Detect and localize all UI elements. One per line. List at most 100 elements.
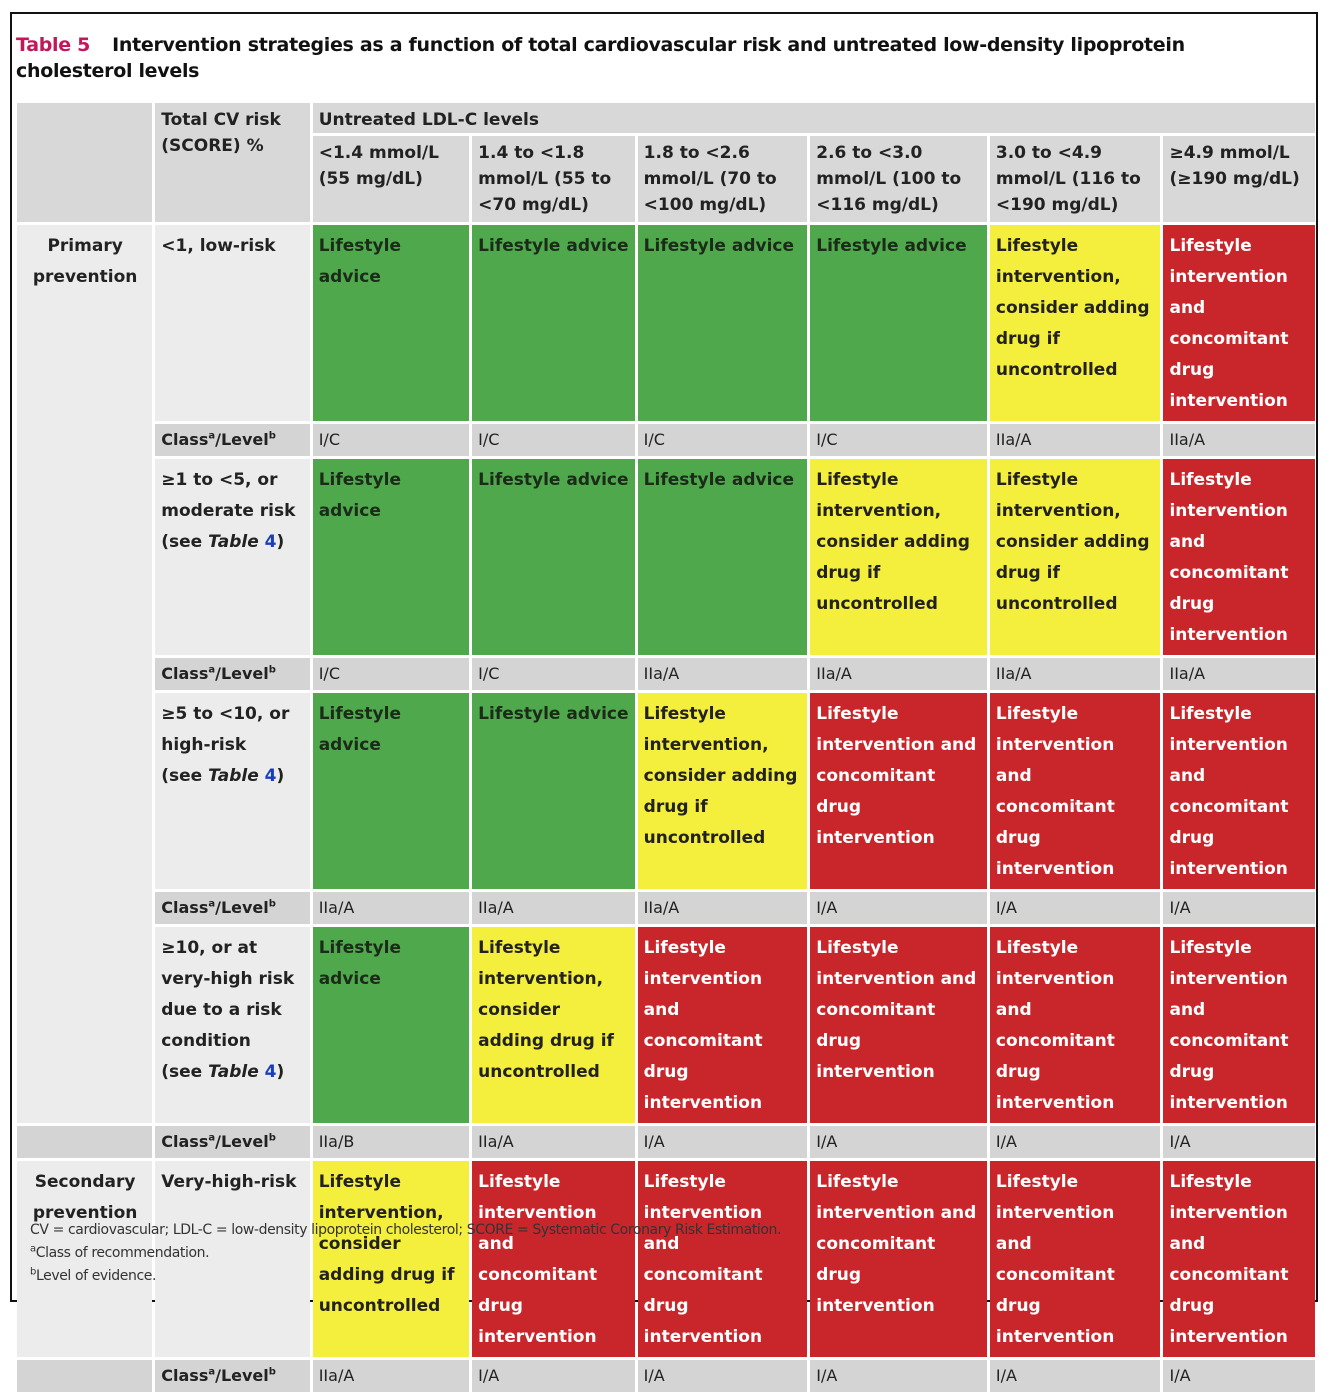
class-level: IIa/A: [472, 892, 635, 924]
strategy-cell: Lifestyle advice: [312, 459, 470, 655]
header-row: <1.4 mmol/L (55 mg/dL) 1.4 to <1.8 mmol/L…: [17, 136, 1315, 222]
class-level: I/A: [637, 1360, 808, 1392]
class-label: Class: [161, 664, 209, 683]
class-level: IIa/A: [637, 892, 808, 924]
strategy-cell: Lifestyle intervention and concomitant d…: [1163, 1161, 1315, 1357]
risk-text: ≥1 to <5, or moderate risk: [161, 470, 296, 521]
strategy-cell: Lifestyle intervention and concomitant d…: [1163, 693, 1315, 889]
group-spacer: [17, 1126, 153, 1158]
strategy-cell: Lifestyle intervention, consider adding …: [472, 927, 635, 1123]
strategy-cell: Lifestyle intervention and concomitant d…: [1163, 225, 1315, 421]
risk-ref: (see: [161, 766, 209, 786]
class-label-mark: b: [268, 898, 276, 910]
strategy-cell: Lifestyle intervention, consider adding …: [989, 225, 1161, 421]
risk-label: ≥1 to <5, or moderate risk (see Table 4): [155, 459, 310, 655]
header-cell: Untreated LDL-C levels: [312, 103, 1315, 133]
class-label-mark: a: [208, 1132, 216, 1144]
strategy-cell: Lifestyle advice: [472, 225, 635, 421]
data-row: ≥5 to <10, or high-risk (see Table 4) Life…: [17, 693, 1315, 889]
column-header: 3.0 to <4.9 mmol/L (116 to <190 mg/dL): [989, 136, 1161, 222]
class-level: I/A: [810, 1126, 987, 1158]
class-level: I/A: [1163, 1360, 1315, 1392]
header-cell: [17, 103, 153, 222]
class-label-mark: a: [208, 664, 216, 676]
class-label-mark: a: [208, 1366, 216, 1378]
class-level: I/A: [810, 1360, 987, 1392]
class-label-cell: Classa/Levelb: [155, 658, 310, 690]
class-label: /Level: [215, 1366, 269, 1385]
class-row: Classa/Levelb IIa/A I/A I/A I/A I/A I/A: [17, 1360, 1315, 1392]
class-label: Class: [161, 1366, 209, 1385]
class-row: Classa/Levelb I/C I/C IIa/A IIa/A IIa/A IIa/A: [17, 658, 1315, 690]
risk-label: <1, low-risk: [155, 225, 310, 421]
risk-text: ≥10, or at very-high risk due to a risk …: [161, 938, 295, 1051]
class-level: IIa/A: [472, 1126, 635, 1158]
risk-ref: ): [276, 1062, 285, 1082]
class-label-cell: Classa/Levelb: [155, 424, 310, 456]
risk-label: ≥10, or at very-high risk due to a risk …: [155, 927, 310, 1123]
class-level: I/C: [472, 424, 635, 456]
class-level: I/A: [472, 1360, 635, 1392]
class-label-cell: Classa/Levelb: [155, 1360, 310, 1392]
class-label-cell: Classa/Levelb: [155, 1126, 310, 1158]
column-header: <1.4 mmol/L (55 mg/dL): [312, 136, 470, 222]
table: Total CV risk (SCORE) % Untreated LDL-C l…: [14, 100, 1318, 1395]
strategy-cell: Lifestyle intervention, consider adding …: [810, 459, 987, 655]
class-label: /Level: [215, 1132, 269, 1151]
strategy-cell: Lifestyle advice: [472, 693, 635, 889]
class-level: I/C: [637, 424, 808, 456]
strategy-cell: Lifestyle intervention and concomitant d…: [1163, 459, 1315, 655]
risk-label: ≥5 to <10, or high-risk (see Table 4): [155, 693, 310, 889]
class-level: I/A: [1163, 892, 1315, 924]
risk-ref: 4: [264, 532, 277, 552]
strategy-cell: Lifestyle advice: [312, 225, 470, 421]
risk-ref: Table: [208, 1062, 259, 1082]
data-row: ≥1 to <5, or moderate risk (see Table 4) L…: [17, 459, 1315, 655]
class-label-mark: b: [268, 1366, 276, 1378]
table-title: Table 5 Intervention strategies as a func…: [16, 32, 1306, 84]
risk-ref: Table: [208, 532, 259, 552]
class-row: Classa/Levelb IIa/A IIa/A IIa/A I/A I/A I/A: [17, 892, 1315, 924]
class-level: IIa/A: [1163, 658, 1315, 690]
footnote-mark: a: [30, 1243, 36, 1255]
risk-ref: (see: [161, 1062, 209, 1082]
risk-ref: Table: [208, 766, 259, 786]
table-label: Table 5: [16, 34, 91, 56]
column-header: 1.4 to <1.8 mmol/L (55 to <70 mg/dL): [472, 136, 635, 222]
class-label-mark: b: [268, 1132, 276, 1144]
class-level: I/C: [312, 424, 470, 456]
data-row: Primary prevention <1, low-risk Lifestyle …: [17, 225, 1315, 1123]
class-level: I/C: [810, 424, 987, 456]
class-label: /Level: [215, 664, 269, 683]
class-label-mark: b: [268, 664, 276, 676]
risk-text: <1, low-risk: [161, 236, 276, 256]
strategy-cell: Lifestyle intervention and concomitant d…: [989, 1161, 1161, 1357]
column-header: 2.6 to <3.0 mmol/L (100 to <116 mg/dL): [810, 136, 987, 222]
footnote-text: Level of evidence.: [35, 1268, 157, 1284]
strategy-cell: Lifestyle advice: [312, 693, 470, 889]
title-text: Intervention strategies as a function of…: [16, 34, 1185, 82]
group-spacer: [17, 1360, 153, 1392]
risk-text: ≥5 to <10, or high-risk: [161, 704, 290, 755]
class-label-cell: Classa/Levelb: [155, 892, 310, 924]
strategy-cell: Lifestyle intervention, consider adding …: [989, 459, 1161, 655]
strategy-cell: Lifestyle intervention and concomitant d…: [810, 927, 987, 1123]
strategy-cell: Lifestyle advice: [637, 225, 808, 421]
group-label: Primary prevention: [17, 225, 153, 1123]
strategy-cell: Lifestyle intervention and concomitant d…: [989, 693, 1161, 889]
strategy-cell: Lifestyle advice: [312, 927, 470, 1123]
class-level: IIa/A: [637, 658, 808, 690]
class-label: /Level: [215, 430, 269, 449]
column-header: 1.8 to <2.6 mmol/L (70 to <100 mg/dL): [637, 136, 808, 222]
class-level: IIa/A: [810, 658, 987, 690]
footnote: bLevel of evidence.: [30, 1265, 781, 1288]
header-cell: Total CV risk (SCORE) %: [155, 103, 310, 222]
strategy-cell: Lifestyle intervention, consider adding …: [637, 693, 808, 889]
strategy-cell: Lifestyle advice: [810, 225, 987, 421]
class-label-mark: a: [208, 898, 216, 910]
footnote: CV = cardiovascular; LDL-C = low-density…: [30, 1222, 782, 1238]
class-level: I/C: [312, 658, 470, 690]
header-row: Total CV risk (SCORE) % Untreated LDL-C l…: [17, 103, 1315, 222]
strategy-cell: Lifestyle intervention and concomitant d…: [810, 1161, 987, 1357]
class-level: I/C: [472, 658, 635, 690]
